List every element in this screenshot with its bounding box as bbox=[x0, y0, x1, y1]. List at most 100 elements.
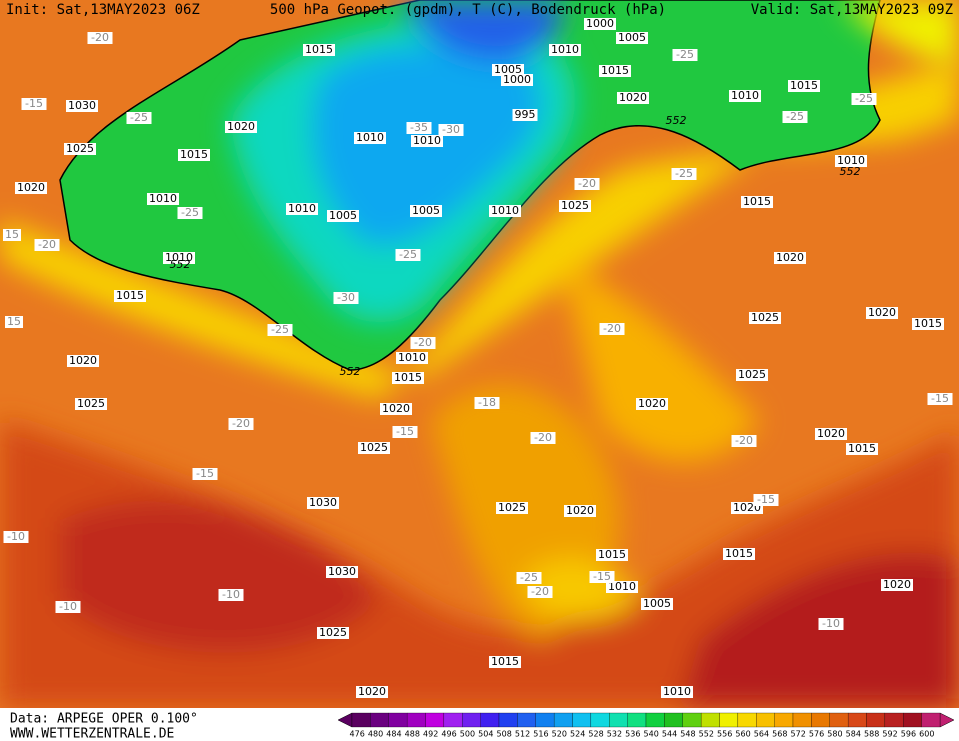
isobar-label: 1010 bbox=[731, 89, 759, 102]
isobar-label: 1010 bbox=[663, 685, 691, 698]
isobar-label: 1020 bbox=[817, 427, 845, 440]
geopotential-label: 552 bbox=[170, 258, 191, 271]
temperature-label: -15 bbox=[931, 392, 949, 405]
colorbar-swatch bbox=[406, 712, 426, 728]
isobar-label: 1020 bbox=[638, 397, 666, 410]
isobar-label-box bbox=[303, 44, 335, 56]
colorbar-swatch bbox=[719, 712, 739, 728]
temperature-label-box bbox=[87, 32, 113, 44]
colorbar-swatch bbox=[370, 712, 389, 728]
colorbar-swatch bbox=[664, 712, 683, 728]
temperature-label: -20 bbox=[603, 322, 621, 335]
isobar-label: 1025 bbox=[77, 397, 105, 410]
isobar-label-box bbox=[749, 312, 781, 324]
data-source: Data: ARPEGE OPER 0.100° bbox=[10, 712, 198, 727]
colorbar-tick-label: 564 bbox=[754, 730, 769, 739]
temperature-label: -25 bbox=[130, 111, 148, 124]
isobar-label: 1000 bbox=[503, 73, 531, 86]
temperature-label-box bbox=[599, 323, 625, 335]
isobar-label: 1010 bbox=[837, 154, 865, 167]
isobar-label-box bbox=[564, 505, 596, 517]
colorbar-tick-label: 484 bbox=[386, 730, 401, 739]
colorbar-tick-label: 580 bbox=[827, 730, 842, 739]
temperature-label-box bbox=[753, 494, 779, 506]
temperature-label-box bbox=[672, 49, 698, 61]
colorbar-swatch bbox=[480, 712, 500, 728]
isobar-label-box bbox=[380, 403, 412, 415]
temperature-label: -25 bbox=[675, 167, 693, 180]
isobar-label-box bbox=[354, 132, 386, 144]
colorbar-swatch bbox=[425, 712, 445, 728]
isobar-label-box bbox=[396, 352, 428, 364]
isobar-label: 1025 bbox=[360, 441, 388, 454]
isobar-label-box bbox=[596, 549, 628, 561]
temperature-label-box bbox=[228, 418, 254, 430]
colorbar-swatch bbox=[737, 712, 757, 728]
colorbar-swatch bbox=[829, 712, 849, 728]
temperature-label-box bbox=[21, 98, 47, 110]
isobar-label: 1030 bbox=[309, 496, 337, 509]
isobar-label: 1005 bbox=[494, 63, 522, 76]
isobar-label: 1020 bbox=[776, 251, 804, 264]
isobar-label: 1010 bbox=[608, 580, 636, 593]
temperature-label: -20 bbox=[578, 177, 596, 190]
temperature-label: -25 bbox=[399, 248, 417, 261]
temperature-label-box bbox=[782, 111, 808, 123]
isobar-label-box bbox=[64, 143, 96, 155]
isobar-label: 1030 bbox=[328, 565, 356, 578]
colorbar-tick-label: 504 bbox=[478, 730, 493, 739]
temperature-label-box bbox=[671, 168, 697, 180]
isobar-label-box bbox=[410, 205, 442, 217]
temperature-label-box bbox=[218, 589, 244, 601]
temperature-label-box bbox=[818, 618, 844, 630]
isobar-label-box bbox=[496, 502, 528, 514]
colorbar-tick-label: 516 bbox=[533, 730, 548, 739]
colorbar-swatch bbox=[884, 712, 904, 728]
colorbar-swatch bbox=[535, 712, 555, 728]
temperature-label-box bbox=[438, 124, 464, 136]
isobar-label-box bbox=[661, 686, 693, 698]
colorbar-swatch bbox=[517, 712, 536, 728]
isobar-label-box bbox=[356, 686, 388, 698]
temperature-label: -20 bbox=[414, 336, 432, 349]
isobar-label-box bbox=[881, 579, 913, 591]
temperature-label-box bbox=[126, 112, 152, 124]
isobar-label-box bbox=[723, 548, 755, 560]
colorbar-swatch bbox=[351, 712, 371, 728]
isobar-label: 1020 bbox=[883, 578, 911, 591]
temperature-label-box bbox=[410, 337, 436, 349]
temperature-label: -25 bbox=[271, 323, 289, 336]
isobar-label: 1010 bbox=[491, 204, 519, 217]
temperature-label: -20 bbox=[735, 434, 753, 447]
isobar-label: 1015 bbox=[598, 548, 626, 561]
temperature-label: -25 bbox=[181, 206, 199, 219]
colorbar-swatch bbox=[792, 712, 812, 728]
colorbar-swatch bbox=[903, 712, 922, 728]
isobar-label-box bbox=[774, 252, 806, 264]
temperature-label: -20 bbox=[232, 417, 250, 430]
temperature-label: -10 bbox=[822, 617, 840, 630]
isobar-label: 1020 bbox=[868, 306, 896, 319]
colorbar-swatch bbox=[572, 712, 592, 728]
temperature-label-box bbox=[5, 316, 23, 328]
colorbar-swatch bbox=[774, 712, 794, 728]
isobar-label: 1015 bbox=[305, 43, 333, 56]
temperature-label: -30 bbox=[442, 123, 460, 136]
temperature-label: -15 bbox=[196, 467, 214, 480]
temperature-label-box bbox=[3, 531, 29, 543]
isobar-label-box bbox=[114, 290, 146, 302]
colorbar-tick-label: 588 bbox=[864, 730, 879, 739]
map-title: 500 hPa Geopot. (gpdm), T (C), Bodendruc… bbox=[270, 2, 666, 18]
geopotential-label: 552 bbox=[666, 114, 687, 127]
isobar-label-box bbox=[729, 90, 761, 102]
temperature-label-box bbox=[3, 229, 21, 241]
colorbar-tick-label: 552 bbox=[699, 730, 714, 739]
isobar-label-box bbox=[225, 121, 257, 133]
colorbar-swatch bbox=[921, 712, 941, 728]
isobar-label-box bbox=[492, 64, 524, 76]
colorbar-tick-label: 512 bbox=[515, 730, 530, 739]
temperature-label: -25 bbox=[520, 571, 538, 584]
colorbar-tick-label: 544 bbox=[662, 730, 677, 739]
isobar-label-box bbox=[616, 32, 648, 44]
temperature-label-box bbox=[406, 122, 432, 134]
